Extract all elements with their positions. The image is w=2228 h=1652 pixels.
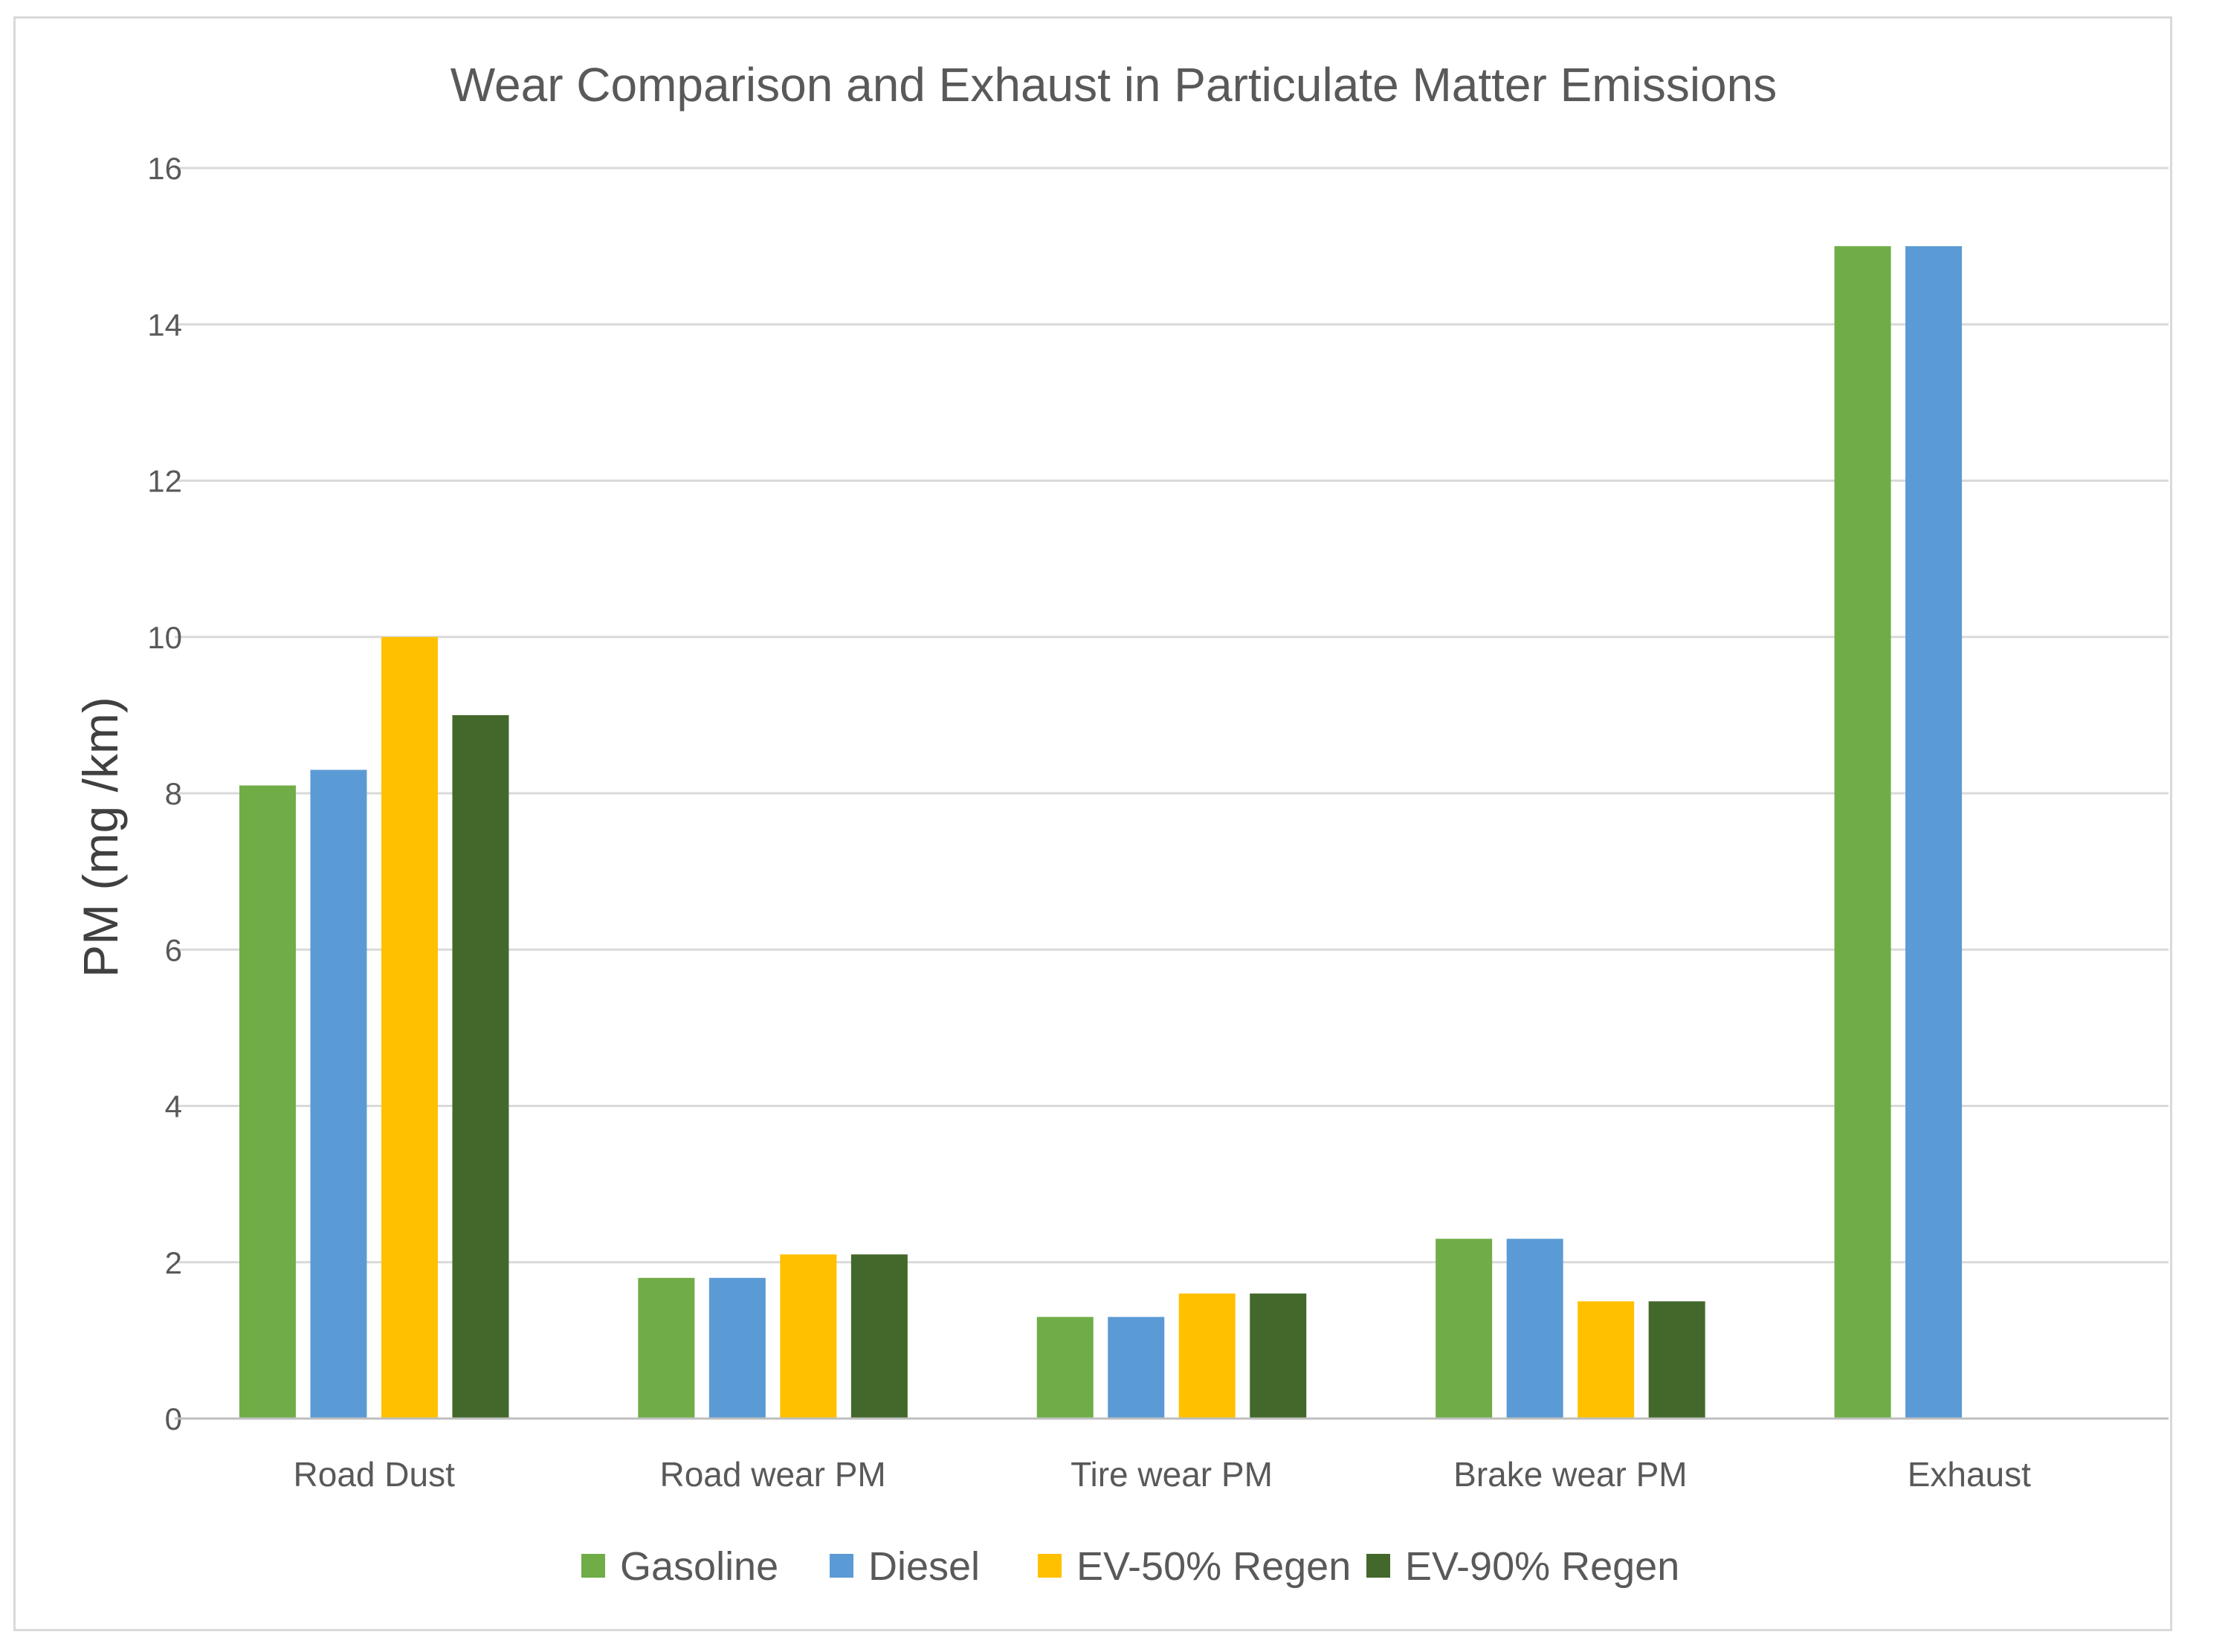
chart-title: Wear Comparison and Exhaust in Particula…: [451, 58, 1777, 112]
bar-diesel: [1905, 246, 1963, 1419]
bar-gasoline: [1036, 1317, 1094, 1419]
y-axis-ticks: 0 2 4 6 8 10 12 14 16: [147, 151, 182, 1436]
legend-label: EV-50% Regen: [1076, 1544, 1351, 1589]
bar-ev-90-regen: [850, 1254, 908, 1419]
y-tick-label: 6: [165, 932, 182, 967]
legend-swatch: [581, 1554, 605, 1578]
y-tick-label: 12: [147, 464, 182, 499]
bar-diesel: [1108, 1317, 1165, 1419]
bar-ev-50-regen: [1178, 1293, 1236, 1419]
bar-ev-50-regen: [780, 1254, 837, 1419]
bar-ev-90-regen: [452, 714, 509, 1419]
bar-ev-90-regen: [1648, 1301, 1705, 1419]
bar-gasoline: [1834, 246, 1891, 1419]
bar-gasoline: [239, 785, 296, 1419]
bar-diesel: [708, 1277, 766, 1419]
bar-ev-50-regen: [1578, 1301, 1635, 1419]
legend-swatch: [1038, 1554, 1062, 1578]
y-tick-label: 8: [165, 776, 182, 811]
y-axis-label: PM (mg /km): [73, 697, 128, 978]
y-tick-label: 2: [165, 1245, 182, 1280]
x-category-label: Road wear PM: [659, 1455, 885, 1494]
legend-swatch: [830, 1554, 853, 1578]
bar-diesel: [1506, 1239, 1563, 1419]
y-tick-label: 0: [165, 1401, 182, 1436]
bars: [239, 246, 1963, 1419]
x-category-label: Tire wear PM: [1071, 1455, 1273, 1494]
x-category-label: Exhaust: [1908, 1455, 2031, 1494]
bar-gasoline: [1436, 1239, 1493, 1419]
bar-diesel: [310, 769, 367, 1419]
y-tick-label: 16: [147, 151, 182, 186]
x-category-label: Brake wear PM: [1453, 1455, 1687, 1494]
legend-label: Gasoline: [620, 1544, 778, 1589]
legend-label: Diesel: [868, 1544, 980, 1589]
y-tick-label: 14: [147, 307, 182, 342]
y-tick-label: 4: [165, 1089, 182, 1124]
x-category-label: Road Dust: [294, 1455, 456, 1494]
bar-ev-50-regen: [381, 636, 438, 1419]
legend: Gasoline Diesel EV-50% Regen EV-90% Regen: [581, 1544, 1679, 1589]
bar-ev-90-regen: [1250, 1293, 1307, 1419]
legend-swatch: [1366, 1554, 1390, 1578]
y-tick-label: 10: [147, 620, 182, 655]
legend-label: EV-90% Regen: [1405, 1544, 1679, 1589]
x-axis-categories: Road Dust Road wear PM Tire wear PM Brake w…: [294, 1455, 2032, 1494]
bar-gasoline: [638, 1277, 695, 1419]
